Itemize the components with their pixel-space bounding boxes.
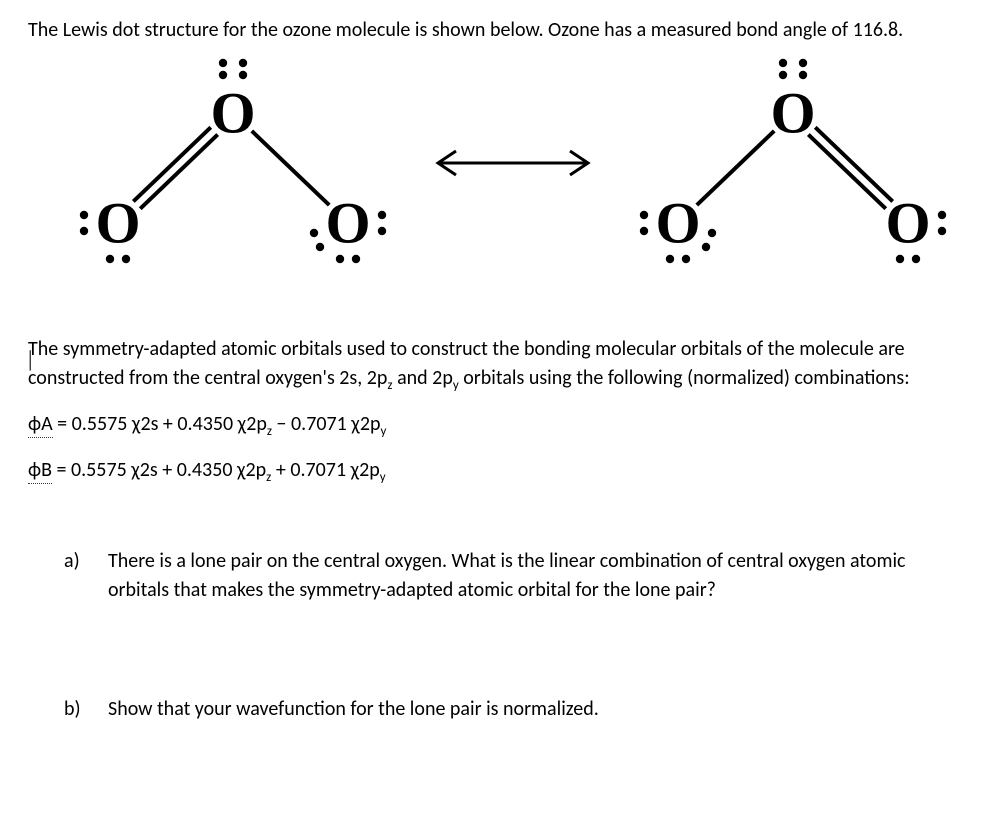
text-cursor: | [28,343,909,375]
equation-a: ϕA = 0.5575 χ2s + 0.4350 χ2pz − 0.7071 χ… [28,410,969,442]
question-b-label: b) [64,695,88,724]
question-a: a) There is a lone pair on the central o… [64,547,969,605]
question-a-text: There is a lone pair on the central oxyg… [108,547,969,605]
a-c2py: 0.7071 [291,412,347,436]
b-c2s: 0.5575 [71,458,127,482]
svg-text:O: O [325,191,370,256]
b-c2pz: 0.4350 [177,458,233,482]
svg-text:O: O [655,191,700,256]
question-b-text: Show that your wavefunction for the lone… [108,695,969,724]
phi-b: ϕB [28,458,52,484]
lewis-structures: OOO OOO [58,53,969,273]
question-a-label: a) [64,547,88,605]
a-c2pz: 0.4350 [177,412,233,436]
resonance-arrow [428,133,598,193]
question-b: b) Show that your wavefunction for the l… [64,695,969,724]
b-c2py: 0.7071 [290,458,346,482]
question-list: a) There is a lone pair on the central o… [28,547,969,724]
ozone-right: OOO [618,53,968,273]
intro-text: The Lewis dot structure for the ozone mo… [28,16,969,45]
ozone-left: OOO [58,53,408,273]
equation-b: ϕB = 0.5575 χ2s + 0.4350 χ2pz + 0.7071 χ… [28,456,969,488]
phi-a: ϕA [28,412,53,438]
a-signpy: − [277,412,287,436]
a-c2s: 0.5575 [72,412,128,436]
b-signpy: + [276,458,286,482]
